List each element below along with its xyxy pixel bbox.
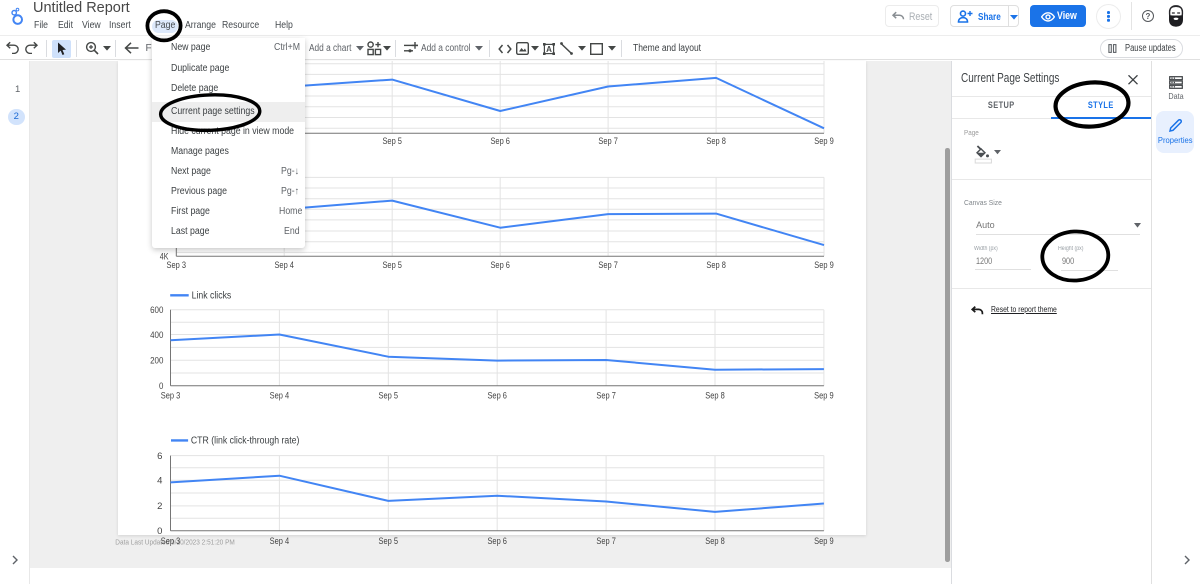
svg-text:4K: 4K (160, 251, 169, 262)
svg-text:Sep 7: Sep 7 (596, 390, 616, 401)
svg-text:Sep 6: Sep 6 (490, 260, 510, 271)
svg-text:0: 0 (157, 526, 162, 537)
svg-text:Sep 9: Sep 9 (814, 136, 834, 147)
svg-text:Sep 5: Sep 5 (379, 536, 399, 547)
svg-text:Sep 8: Sep 8 (706, 260, 726, 271)
svg-text:2: 2 (157, 501, 162, 512)
svg-text:Sep 9: Sep 9 (814, 390, 834, 401)
svg-text:Sep 8: Sep 8 (705, 390, 725, 401)
svg-text:Data Last Updated 9/10/2023 2:: Data Last Updated 9/10/2023 2:51:20 PM (115, 538, 235, 547)
svg-text:4: 4 (157, 476, 162, 487)
svg-text:Sep 3: Sep 3 (161, 536, 181, 547)
svg-text:Sep 6: Sep 6 (487, 390, 507, 401)
svg-text:A: A (546, 45, 552, 54)
svg-text:400: 400 (150, 330, 163, 341)
svg-text:200: 200 (150, 356, 163, 367)
svg-text:Sep 5: Sep 5 (382, 136, 402, 147)
svg-text:Sep 7: Sep 7 (596, 536, 616, 547)
svg-text:0: 0 (159, 381, 163, 392)
svg-text:Sep 4: Sep 4 (270, 536, 290, 547)
svg-text:Sep 6: Sep 6 (487, 536, 507, 547)
svg-text:Sep 9: Sep 9 (814, 536, 834, 547)
svg-text:6: 6 (157, 451, 162, 462)
svg-text:Sep 4: Sep 4 (274, 260, 294, 271)
svg-text:Sep 7: Sep 7 (598, 136, 618, 147)
svg-text:Sep 8: Sep 8 (705, 536, 725, 547)
svg-text:600: 600 (150, 305, 163, 316)
svg-text:Sep 9: Sep 9 (814, 260, 834, 271)
svg-text:Sep 7: Sep 7 (598, 260, 618, 271)
svg-text:Link clicks: Link clicks (192, 291, 232, 302)
svg-text:Sep 4: Sep 4 (270, 390, 290, 401)
svg-text:Sep 8: Sep 8 (706, 136, 726, 147)
svg-text:Sep 5: Sep 5 (382, 260, 402, 271)
svg-text:Sep 3: Sep 3 (167, 260, 187, 271)
svg-text:Sep 5: Sep 5 (379, 390, 399, 401)
svg-text:Sep 6: Sep 6 (490, 136, 510, 147)
svg-text:CTR (link click-through rate): CTR (link click-through rate) (191, 436, 300, 447)
svg-text:Sep 3: Sep 3 (161, 390, 181, 401)
